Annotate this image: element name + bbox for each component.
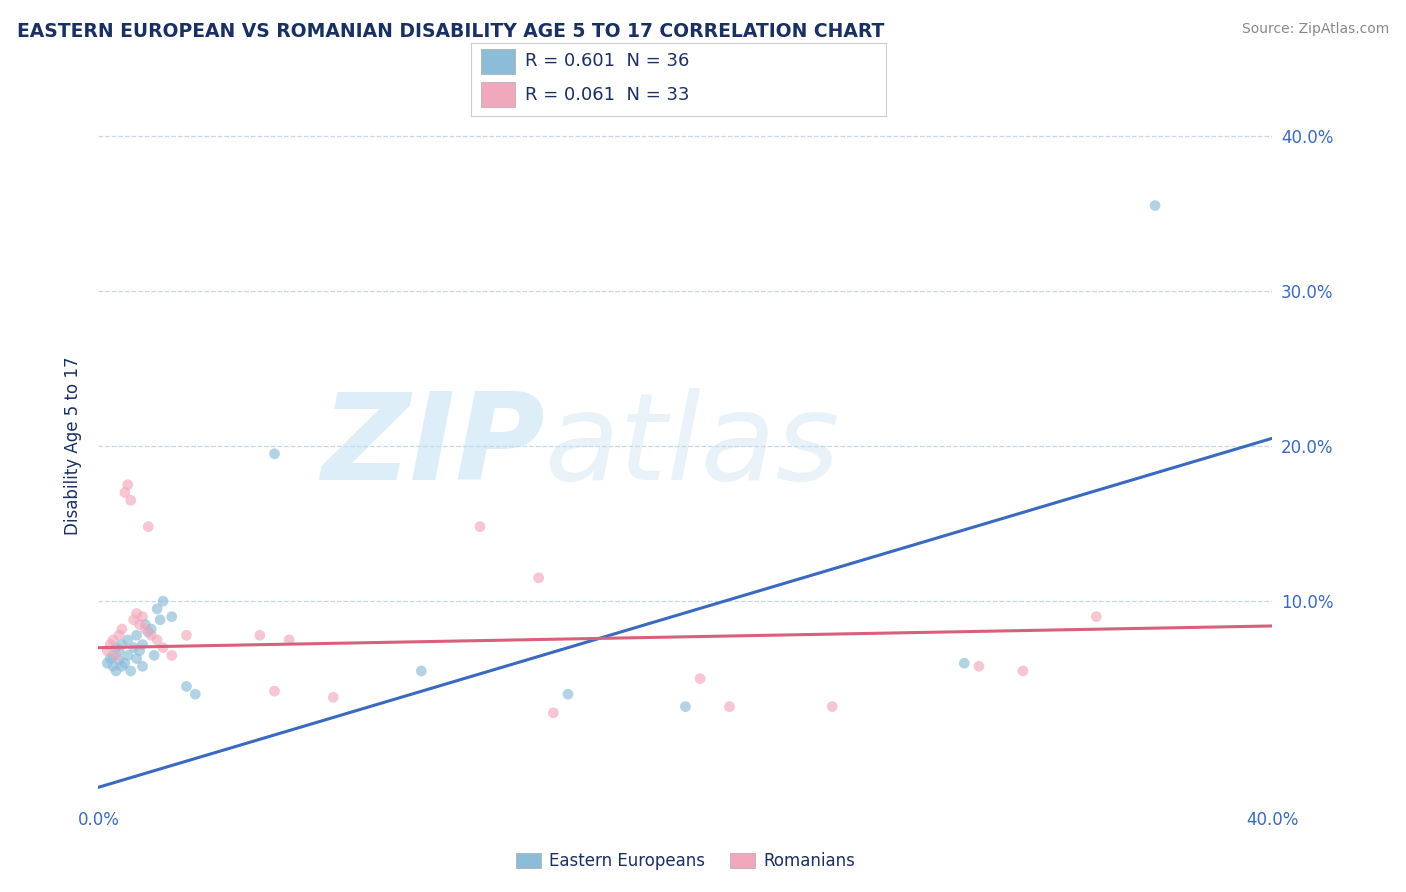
Point (134, 617, 156, 632)
Point (131, 638, 153, 652)
Point (527, 571, 550, 585)
Point (114, 656, 136, 670)
Point (249, 628, 271, 642)
FancyBboxPatch shape (481, 49, 515, 73)
Point (146, 632, 169, 647)
Point (136, 519, 159, 533)
FancyBboxPatch shape (481, 82, 515, 107)
Point (411, 664, 433, 678)
Point (468, 519, 491, 533)
Point (111, 638, 134, 652)
Point (117, 477, 139, 491)
Point (105, 640, 128, 655)
Point (689, 672, 711, 686)
Point (821, 699, 844, 714)
Point (120, 664, 142, 678)
Point (98, 638, 121, 652)
Point (322, 690, 344, 705)
Point (131, 659, 153, 673)
Point (111, 659, 134, 673)
Text: Source: ZipAtlas.com: Source: ZipAtlas.com (1241, 22, 1389, 37)
Point (105, 648, 128, 663)
Text: ZIP: ZIP (321, 387, 544, 505)
Point (117, 632, 139, 647)
Point (108, 653, 131, 667)
Text: atlas: atlas (544, 387, 839, 505)
Text: R = 0.601  N = 36: R = 0.601 N = 36 (524, 52, 689, 70)
Point (120, 493, 142, 508)
Point (108, 644, 131, 658)
Point (146, 602, 169, 616)
Point (134, 622, 156, 636)
Point (953, 656, 976, 670)
Point (122, 613, 145, 627)
Point (101, 632, 124, 647)
Point (263, 447, 285, 461)
Legend: Eastern Europeans, Romanians: Eastern Europeans, Romanians (509, 846, 862, 877)
Point (184, 687, 207, 701)
Point (160, 648, 183, 663)
Point (111, 622, 134, 636)
Point (967, 659, 990, 673)
Point (141, 628, 163, 642)
Point (263, 684, 285, 698)
Point (114, 485, 136, 500)
Point (131, 609, 153, 624)
Point (718, 699, 741, 714)
Point (96, 656, 118, 670)
Point (128, 617, 150, 632)
Point (125, 651, 148, 665)
Point (152, 594, 174, 608)
Point (117, 648, 139, 663)
Point (143, 648, 166, 663)
Point (101, 648, 124, 663)
Point (1144, 198, 1167, 212)
Y-axis label: Disability Age 5 to 17: Disability Age 5 to 17 (65, 357, 83, 535)
Point (141, 622, 163, 636)
Point (675, 699, 697, 714)
Point (1085, 609, 1108, 624)
Point (125, 628, 148, 642)
Point (149, 613, 172, 627)
Point (125, 607, 148, 621)
Point (543, 706, 565, 720)
Point (98, 651, 121, 665)
Text: EASTERN EUROPEAN VS ROMANIAN DISABILITY AGE 5 TO 17 CORRELATION CHART: EASTERN EUROPEAN VS ROMANIAN DISABILITY … (17, 22, 884, 41)
Point (101, 659, 124, 673)
Point (176, 680, 198, 694)
Point (96, 644, 118, 658)
Point (122, 640, 145, 655)
Point (176, 628, 198, 642)
Text: R = 0.061  N = 33: R = 0.061 N = 33 (524, 86, 689, 103)
Point (152, 640, 174, 655)
Point (160, 609, 183, 624)
Point (278, 632, 301, 647)
Point (557, 687, 579, 701)
Point (1012, 664, 1035, 678)
Point (136, 625, 159, 640)
Point (128, 644, 150, 658)
Point (105, 664, 128, 678)
Point (108, 628, 131, 642)
